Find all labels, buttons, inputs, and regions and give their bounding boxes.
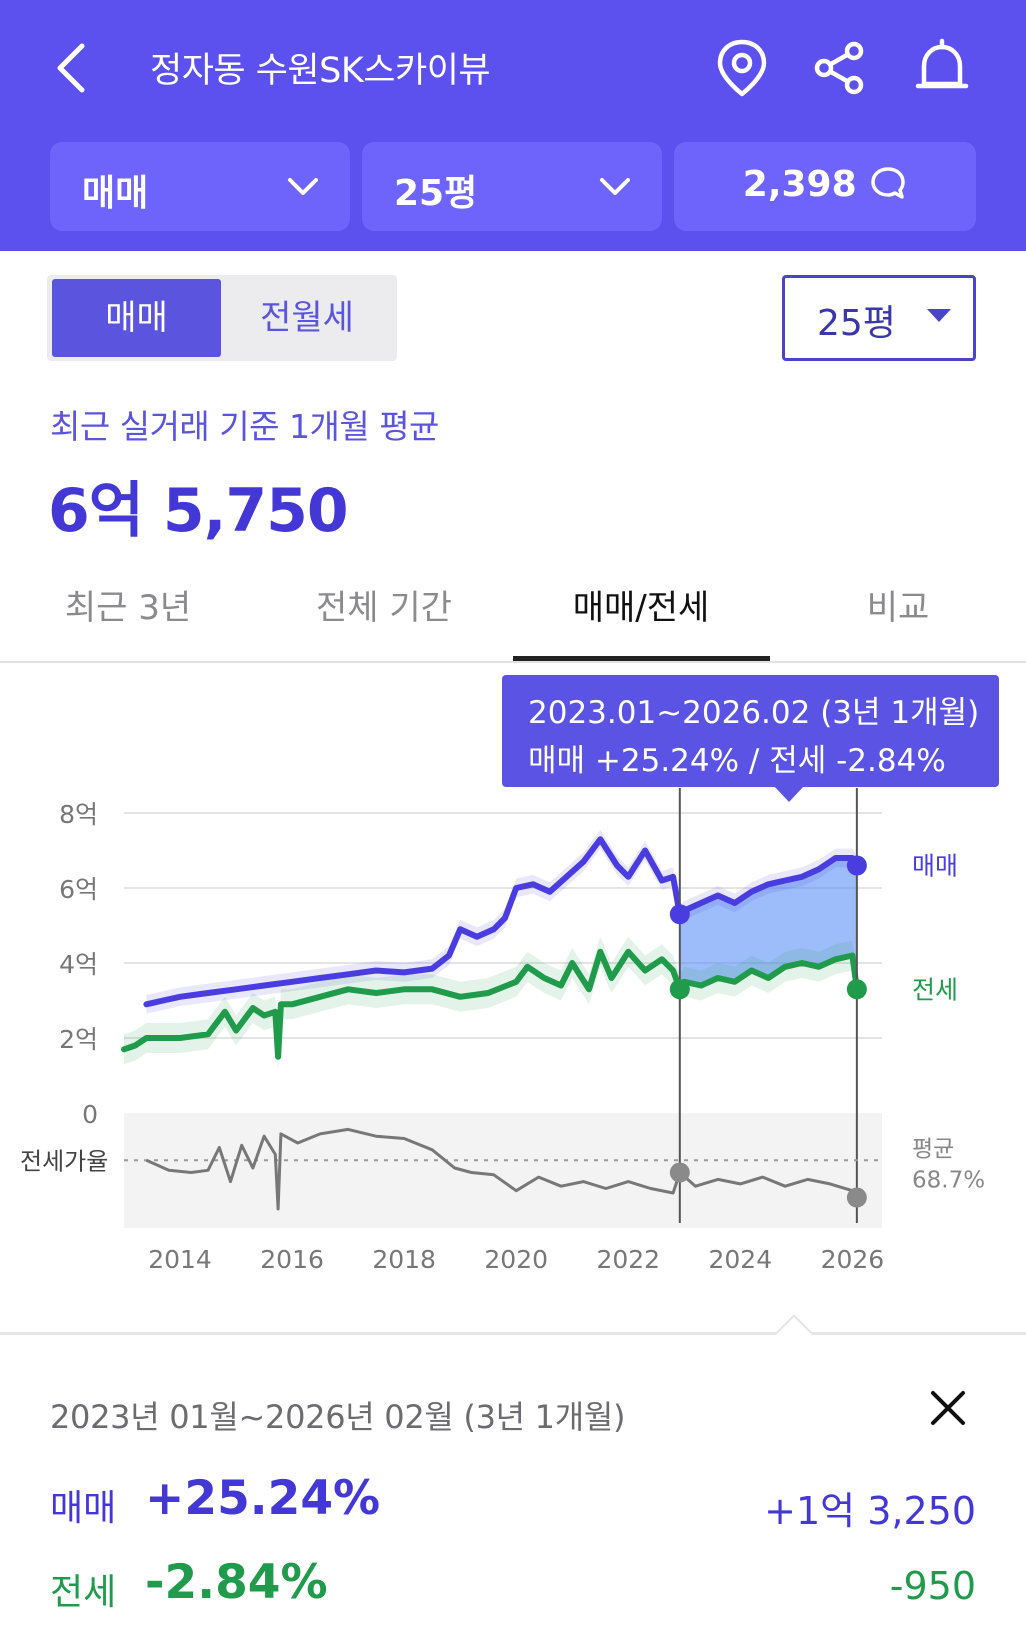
x-tick-label: 2016	[260, 1245, 324, 1274]
x-tick-label: 2020	[484, 1245, 548, 1274]
price-chart[interactable]: 0 2억 4억 6억 8억 2014 2016 2018 2020 2022 2024 2026 매매전…	[0, 663, 1026, 1333]
comment-count: 2,398	[742, 164, 857, 205]
chevron-down-icon	[600, 178, 630, 195]
x-tick-label: 2026	[821, 1245, 885, 1274]
ratio-end-marker	[846, 1187, 867, 1208]
back-icon[interactable]	[50, 38, 94, 98]
size-filter[interactable]: 25평	[362, 142, 662, 231]
size-select[interactable]: 25평	[782, 275, 976, 361]
comments-count-wrap: 2,398	[674, 164, 976, 205]
jeonse-series-label: 전세	[912, 975, 958, 1004]
x-tick-label: 2022	[596, 1245, 660, 1274]
ratio-label: 전세가율	[20, 1147, 108, 1175]
app-header: 정자동 수원SK스카이뷰 매매 25평 2,398	[0, 0, 1026, 251]
tab-sale-jeonse[interactable]: 매매/전세	[572, 588, 710, 628]
sale-change-amount: +1억 3,250	[764, 1489, 976, 1533]
x-tick-label: 2014	[148, 1245, 212, 1274]
selected-range: 2023년 01월~2026년 02월 (3년 1개월)	[50, 1398, 626, 1436]
chevron-down-icon	[288, 178, 318, 195]
jeonse-change-label: 전세	[50, 1572, 117, 1613]
sale-change-label: 매매	[50, 1488, 117, 1529]
sale-start-marker	[669, 904, 690, 925]
y-tick-label: 8억	[59, 800, 98, 829]
y-tick-label: 4억	[59, 950, 98, 979]
tab-divider	[0, 661, 1026, 663]
x-tick-label: 2024	[709, 1245, 773, 1274]
ratio-start-marker	[669, 1162, 690, 1183]
tab-compare[interactable]: 비교	[866, 588, 930, 628]
share-icon[interactable]	[810, 36, 870, 100]
segment-sale[interactable]: 매매	[52, 279, 221, 357]
jeonse-series-line	[121, 948, 860, 1060]
price-basis-text: 최근 실거래 기준 1개월 평균	[50, 407, 439, 446]
trade-type-filter-label: 매매	[82, 173, 149, 214]
comments-button[interactable]: 2,398	[674, 142, 976, 231]
bell-icon[interactable]	[912, 36, 972, 100]
jeonse-change-percent: -2.84%	[145, 1555, 328, 1610]
jeonse-end-marker	[846, 979, 867, 1000]
y-tick-label: 2억	[59, 1025, 98, 1054]
page-title: 정자동 수원SK스카이뷰	[150, 51, 491, 91]
jeonse-ratio-line	[145, 1127, 859, 1211]
close-icon[interactable]	[928, 1388, 968, 1428]
y-tick-label: 6억	[59, 875, 98, 904]
highlight-area	[679, 858, 857, 990]
ratio-average-value: 68.7%	[912, 1167, 985, 1193]
size-filter-label: 25평	[394, 173, 478, 214]
sale-change-percent: +25.24%	[145, 1471, 381, 1526]
tab-all-period[interactable]: 전체 기간	[316, 588, 452, 628]
trade-segment-control: 매매 전월세	[47, 275, 397, 361]
map-pin-icon[interactable]	[712, 36, 772, 100]
sale-series-line	[143, 836, 860, 1008]
segment-rent[interactable]: 전월세	[260, 298, 354, 338]
y-tick-label: 0	[82, 1100, 98, 1129]
sale-series-label: 매매	[912, 852, 958, 881]
ratio-band-bg	[124, 1113, 882, 1228]
caret-down-icon	[927, 309, 951, 322]
trade-type-filter[interactable]: 매매	[50, 142, 350, 231]
active-tab-indicator	[513, 656, 770, 661]
average-price: 6억 5,750	[48, 476, 349, 546]
x-tick-label: 2018	[372, 1245, 436, 1274]
jeonse-start-marker	[669, 979, 690, 1000]
sale-end-marker	[846, 855, 867, 876]
ratio-average-label: 평균	[912, 1136, 954, 1162]
chart-divider	[0, 1332, 1026, 1335]
range-tooltip: 2023.01~2026.02 (3년 1개월) 매매 +25.24% / 전세…	[502, 675, 999, 802]
size-select-value: 25평	[817, 303, 896, 344]
tooltip-range: 2023.01~2026.02 (3년 1개월)	[528, 695, 980, 731]
tooltip-changes: 매매 +25.24% / 전세 -2.84%	[528, 743, 946, 779]
chat-bubble-icon	[871, 167, 905, 199]
jeonse-change-amount: -950	[889, 1564, 976, 1608]
tab-recent-3-years[interactable]: 최근 3년	[64, 588, 192, 628]
